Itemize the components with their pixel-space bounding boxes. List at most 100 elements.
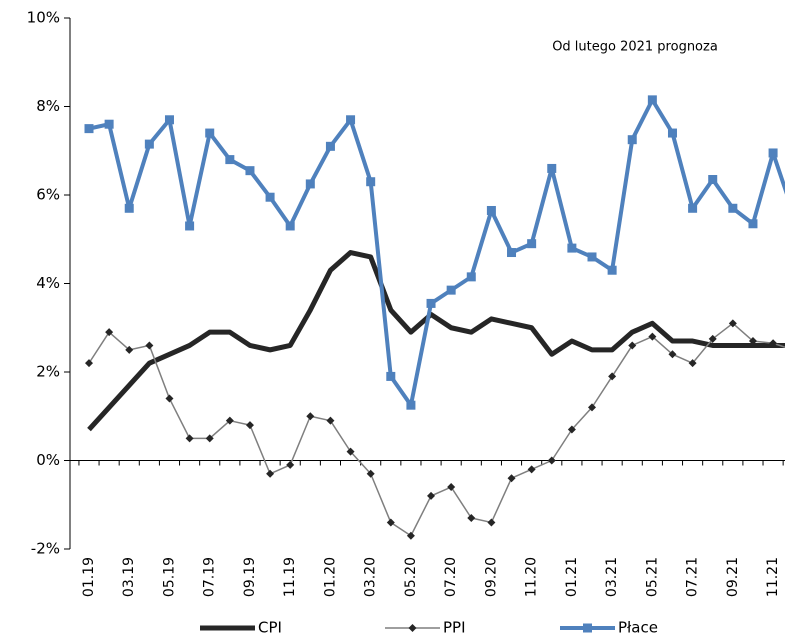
marker: [165, 394, 174, 403]
y-tick-label: 8%: [36, 97, 60, 115]
x-tick-label: 03.21: [604, 557, 620, 597]
marker: [607, 265, 617, 275]
marker: [205, 128, 215, 138]
marker: [245, 166, 255, 176]
marker: [688, 203, 698, 213]
marker: [647, 95, 657, 105]
marker: [728, 319, 737, 328]
marker: [486, 205, 496, 215]
marker: [104, 119, 114, 129]
marker: [627, 135, 637, 145]
legend-label: PPI: [443, 619, 466, 637]
y-tick-label: 2%: [36, 363, 60, 381]
series: [87, 250, 785, 432]
series-line: [88, 322, 785, 537]
marker: [507, 248, 517, 258]
marker: [285, 221, 295, 231]
marker: [386, 371, 396, 381]
y-tick-label: -2%: [31, 540, 60, 558]
x-tick-label: 11.20: [524, 557, 540, 597]
marker: [406, 400, 416, 410]
x-tick-label: 09.19: [242, 557, 258, 597]
y-tick-label: 4%: [36, 274, 60, 292]
marker: [366, 177, 376, 187]
x-tick-label: 07.19: [202, 557, 218, 597]
marker: [306, 412, 315, 421]
marker: [185, 221, 195, 231]
y-tick-label: 10%: [27, 9, 60, 27]
marker: [386, 518, 395, 527]
marker: [667, 128, 677, 138]
marker: [286, 460, 295, 469]
marker: [85, 359, 93, 368]
legend-marker: [583, 623, 592, 633]
marker: [466, 272, 476, 282]
marker: [507, 474, 516, 483]
marker: [608, 372, 617, 381]
marker: [587, 252, 597, 262]
marker: [245, 421, 254, 430]
marker: [265, 192, 275, 202]
marker: [427, 491, 436, 500]
marker: [124, 203, 134, 213]
marker: [426, 298, 436, 308]
y-tick-label: 0%: [36, 451, 60, 469]
x-tick-label: 11.21: [765, 557, 781, 597]
x-tick-label: 05.19: [161, 557, 177, 597]
legend-marker: [408, 624, 417, 632]
x-tick-label: 05.20: [403, 557, 419, 597]
marker: [648, 332, 657, 341]
marker: [125, 345, 134, 354]
marker: [728, 203, 738, 213]
series: [84, 95, 785, 410]
x-tick-label: 07.20: [443, 557, 459, 597]
marker: [205, 434, 214, 443]
marker: [266, 469, 275, 478]
marker: [547, 163, 557, 173]
marker: [487, 518, 496, 527]
marker: [366, 469, 375, 478]
marker: [588, 403, 596, 412]
series-line: [87, 250, 785, 432]
x-tick-label: 07.21: [685, 557, 701, 597]
marker: [305, 179, 315, 189]
marker: [547, 456, 556, 465]
x-tick-label: 01.21: [564, 557, 580, 597]
marker: [447, 483, 456, 492]
marker: [225, 155, 235, 165]
series-line: [88, 97, 785, 408]
marker: [105, 328, 114, 337]
x-tick-label: 09.21: [725, 557, 741, 597]
x-tick-label: 05.21: [644, 557, 660, 597]
legend-label: CPI: [258, 619, 282, 637]
marker: [769, 339, 778, 348]
marker: [467, 514, 476, 523]
marker: [84, 124, 94, 134]
marker: [145, 341, 154, 350]
marker: [406, 531, 415, 540]
marker: [446, 285, 456, 295]
x-tick-label: 03.19: [121, 557, 137, 597]
x-tick-label: 03.20: [363, 557, 379, 597]
marker: [567, 243, 577, 253]
x-tick-label: 11.19: [282, 557, 298, 597]
marker: [768, 148, 778, 158]
y-tick-label: 6%: [36, 186, 60, 204]
marker: [748, 337, 757, 346]
marker: [748, 219, 758, 229]
marker: [225, 416, 234, 425]
marker: [164, 115, 174, 125]
annotation: Od lutego 2021 prognoza: [552, 40, 718, 55]
marker: [185, 434, 194, 443]
marker: [688, 359, 697, 368]
marker: [326, 416, 335, 425]
marker: [567, 425, 576, 434]
marker: [708, 334, 717, 343]
marker: [628, 341, 637, 350]
marker: [527, 239, 537, 249]
series: [85, 319, 785, 540]
marker: [346, 447, 355, 456]
x-tick-label: 01.20: [322, 557, 338, 597]
x-tick-label: 09.20: [483, 557, 499, 597]
